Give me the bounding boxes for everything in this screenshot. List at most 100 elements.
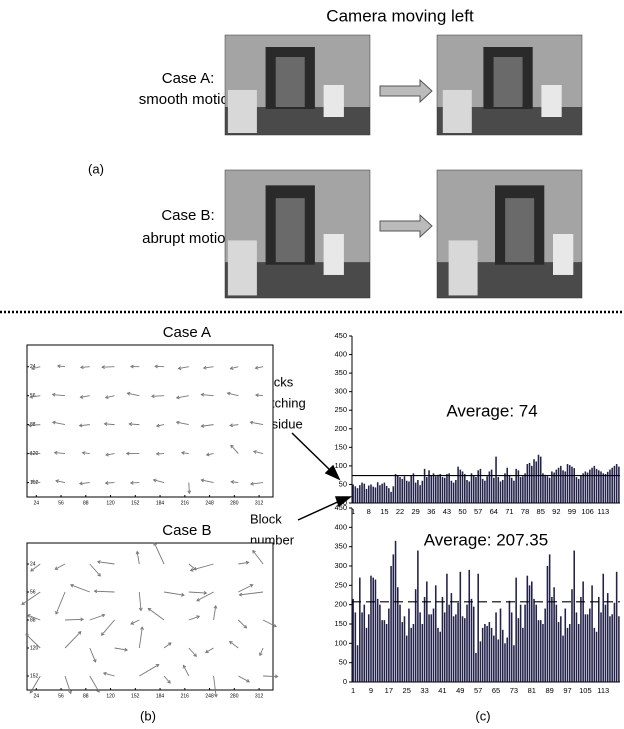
bar [426, 477, 428, 503]
plot-frame [26, 344, 274, 498]
motion-vector [80, 366, 90, 368]
y-tick-label: 0 [343, 498, 347, 507]
bar [551, 596, 553, 682]
chart-annotation: Average: 207.35 [424, 530, 548, 549]
motion-vector [230, 366, 239, 370]
bar [390, 566, 392, 682]
bar [419, 612, 421, 682]
motion-vector [156, 424, 165, 427]
bar [528, 585, 531, 682]
x-tick-label: 120 [106, 693, 115, 699]
bar [575, 612, 578, 682]
x-tick-label: 64 [490, 507, 498, 516]
motion-vector-head [55, 610, 59, 615]
motion-vector [238, 675, 250, 683]
bar [571, 466, 573, 503]
bar [582, 581, 584, 682]
bar [591, 467, 593, 503]
photo-frame [224, 169, 371, 299]
x-tick-label: 57 [474, 686, 482, 695]
motion-vector [101, 619, 115, 636]
motion-vector-head [259, 652, 263, 657]
motion-vector-head [126, 391, 131, 396]
motion-vector-head [81, 451, 86, 455]
bar [455, 479, 457, 503]
motion-vector [255, 394, 264, 397]
bar [524, 604, 526, 682]
motion-vector-head [181, 592, 185, 597]
bar [401, 622, 404, 682]
bar [356, 645, 359, 682]
motion-vector [229, 641, 239, 649]
bar [446, 573, 448, 682]
motion-vector-head [167, 679, 171, 684]
motion-vector [239, 591, 264, 596]
bar [385, 485, 388, 503]
bar [475, 477, 477, 503]
x-tick-label: 106 [581, 507, 594, 516]
y-tick-label: 300 [334, 561, 347, 570]
bar [426, 581, 428, 682]
photo-cabinet [323, 85, 344, 117]
bar [414, 482, 417, 503]
bar [517, 618, 520, 682]
bar [359, 577, 361, 682]
motion-vector-head [30, 479, 35, 484]
y-tick-label: 88 [30, 617, 36, 623]
motion-vector [89, 563, 101, 577]
bar [493, 477, 495, 503]
bar [600, 471, 602, 503]
bar [537, 454, 540, 503]
bar [405, 480, 408, 503]
motion-vector [31, 480, 41, 483]
motion-vector-head [255, 393, 259, 398]
motion-vector [27, 614, 41, 621]
bar [452, 482, 455, 503]
motion-vector-head [125, 451, 130, 456]
y-tick-label: 350 [334, 542, 347, 551]
motion-vector [250, 482, 264, 485]
y-tick-label: 0 [343, 677, 347, 686]
bar [443, 612, 446, 682]
photo-cabinet [553, 234, 574, 275]
x-tick-label: 85 [537, 507, 545, 516]
motion-vector [28, 424, 41, 427]
bar [388, 608, 390, 682]
bar [370, 484, 372, 503]
bar [390, 491, 392, 503]
motion-vector [188, 482, 190, 494]
bar [604, 474, 607, 503]
bar [383, 620, 386, 682]
y-tick-label: 100 [334, 461, 347, 470]
motion-vector [181, 452, 189, 455]
motion-vector [153, 542, 165, 565]
bar [481, 627, 484, 682]
motion-vector-head [93, 589, 98, 594]
motion-vector [138, 626, 143, 649]
photo-door-inner [505, 198, 535, 263]
motion-vector-head [27, 423, 32, 428]
bar [564, 608, 567, 682]
bar [539, 456, 542, 503]
motion-vector-head [69, 583, 74, 588]
bar [508, 600, 511, 682]
motion-vector-head [28, 451, 33, 456]
bar [459, 469, 462, 503]
bar [457, 466, 459, 503]
bar [580, 596, 582, 682]
motion-vector-head [101, 613, 106, 618]
photo-frame [436, 169, 583, 299]
motion-vector-head [155, 664, 160, 668]
bar [472, 475, 475, 503]
motion-vector-head [196, 597, 200, 602]
bar [443, 477, 446, 503]
motion-vector-head [213, 693, 218, 698]
motion-vector [163, 591, 185, 596]
bar [361, 482, 363, 503]
motion-vector-head [229, 641, 233, 645]
motion-vector [105, 395, 115, 399]
motion-vector [79, 482, 90, 485]
bar [372, 577, 374, 682]
motion-vector [255, 366, 264, 369]
